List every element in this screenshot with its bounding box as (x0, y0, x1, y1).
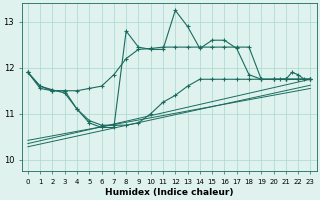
X-axis label: Humidex (Indice chaleur): Humidex (Indice chaleur) (105, 188, 233, 197)
